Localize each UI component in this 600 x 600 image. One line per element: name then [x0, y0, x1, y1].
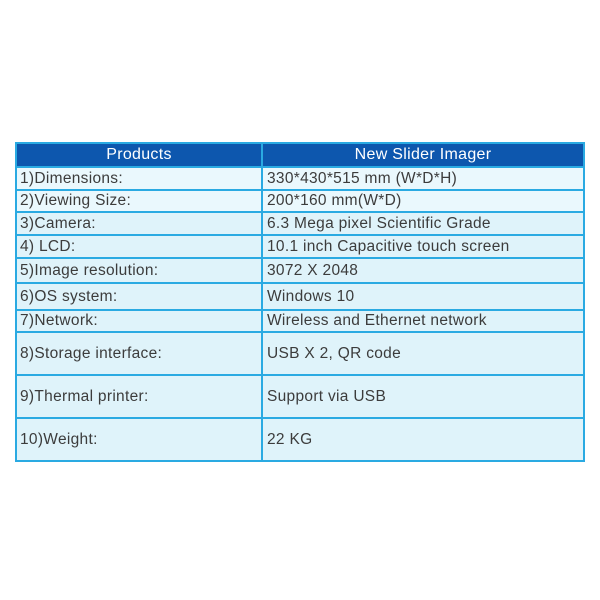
- product-spec-table: Products New Slider Imager 1)Dimensions:…: [15, 142, 585, 462]
- row-label-camera: 3)Camera:: [17, 213, 261, 234]
- row-label-network: 7)Network:: [17, 311, 261, 331]
- row-label-dimensions: 1)Dimensions:: [17, 168, 261, 189]
- row-label-image-resolution: 5)Image resolution:: [17, 259, 261, 282]
- row-label-thermal-printer: 9)Thermal printer:: [17, 376, 261, 417]
- row-label-viewing-size: 2)Viewing Size:: [17, 191, 261, 211]
- row-value-viewing-size: 200*160 mm(W*D): [263, 191, 583, 211]
- row-label-lcd: 4) LCD:: [17, 236, 261, 257]
- row-label-os-system: 6)OS system:: [17, 284, 261, 309]
- row-value-dimensions: 330*430*515 mm (W*D*H): [263, 168, 583, 189]
- row-value-weight: 22 KG: [263, 419, 583, 460]
- row-value-os-system: Windows 10: [263, 284, 583, 309]
- row-value-thermal-printer: Support via USB: [263, 376, 583, 417]
- row-value-camera: 6.3 Mega pixel Scientific Grade: [263, 213, 583, 234]
- row-value-lcd: 10.1 inch Capacitive touch screen: [263, 236, 583, 257]
- header-cell-device: New Slider Imager: [263, 144, 583, 166]
- row-value-network: Wireless and Ethernet network: [263, 311, 583, 331]
- row-label-storage-interface: 8)Storage interface:: [17, 333, 261, 374]
- row-label-weight: 10)Weight:: [17, 419, 261, 460]
- row-value-image-resolution: 3072 X 2048: [263, 259, 583, 282]
- header-cell-products: Products: [17, 144, 261, 166]
- row-value-storage-interface: USB X 2, QR code: [263, 333, 583, 374]
